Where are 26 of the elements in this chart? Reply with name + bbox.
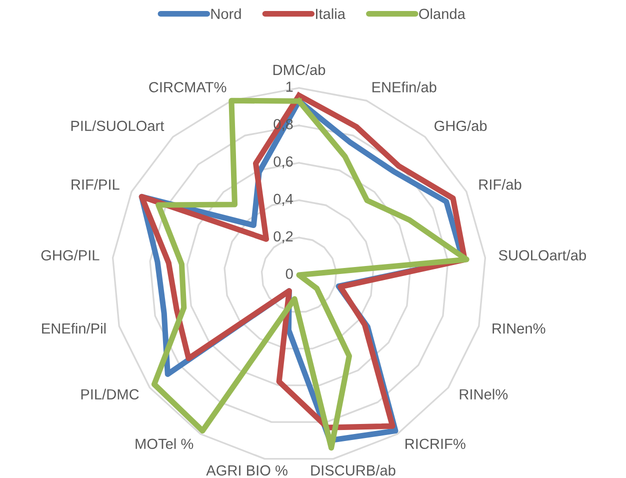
spoke-label: RINen% <box>492 323 546 334</box>
spoke-label: AGRI BIO % <box>206 465 288 476</box>
spoke-label: PIL/DMC <box>81 388 139 400</box>
legend-label: Italia <box>316 8 346 20</box>
spoke-label: MOTel % <box>136 438 194 450</box>
spoke-label: DISCURB/ab <box>311 464 396 476</box>
spoke-label: RIF/PIL <box>72 179 120 190</box>
y-tick-label: 0,4 <box>274 194 293 206</box>
spoke-label: GHG/ab <box>434 120 487 132</box>
spoke-label: RINel% <box>460 388 508 400</box>
legend-label: Nord <box>211 8 241 20</box>
spoke-label: RICRIF% <box>406 438 466 450</box>
y-tick-label: 0,8 <box>274 118 293 132</box>
legend-label: Olanda <box>419 8 466 20</box>
y-tick-label: 0,2 <box>274 231 293 244</box>
spoke-label: CIRCMAT% <box>149 82 226 92</box>
spoke-label: DMC/ab <box>273 64 326 76</box>
y-tick-label: 0 <box>286 268 293 279</box>
y-tick-label: 1 <box>286 82 293 92</box>
y-tick-label: 0,6 <box>274 156 293 168</box>
spoke-label: PIL/SUOLOart <box>71 120 164 132</box>
spoke-label: SUOLOart/ab <box>498 250 586 260</box>
spoke-label: GHG/PIL <box>41 250 100 260</box>
spoke-label: ENEfin/Pil <box>42 322 106 334</box>
spoke-label: ENEfin/ab <box>372 82 436 92</box>
spoke-label: RIF/ab <box>479 179 522 190</box>
